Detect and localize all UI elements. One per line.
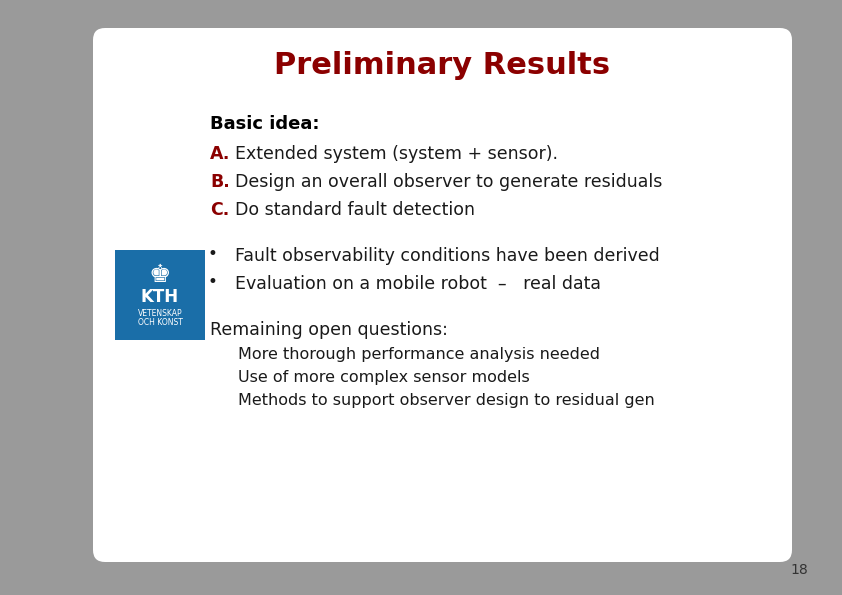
Text: Preliminary Results: Preliminary Results	[274, 51, 610, 80]
FancyBboxPatch shape	[93, 28, 792, 562]
Text: VETENSKAP: VETENSKAP	[138, 308, 183, 318]
Text: OCH KONST: OCH KONST	[137, 318, 183, 327]
Text: A.: A.	[210, 145, 231, 163]
Text: Remaining open questions:: Remaining open questions:	[210, 321, 448, 339]
Text: Extended system (system + sensor).: Extended system (system + sensor).	[235, 145, 558, 163]
Text: Do standard fault detection: Do standard fault detection	[235, 201, 475, 219]
Text: •: •	[208, 273, 218, 291]
Text: More thorough performance analysis needed: More thorough performance analysis neede…	[238, 347, 600, 362]
Text: 18: 18	[791, 563, 808, 577]
Text: KTH: KTH	[141, 288, 179, 306]
Text: •: •	[208, 245, 218, 263]
Text: B.: B.	[210, 173, 230, 191]
Text: Evaluation on a mobile robot  –   real data: Evaluation on a mobile robot – real data	[235, 275, 601, 293]
Text: ♚: ♚	[149, 263, 171, 287]
Text: Design an overall observer to generate residuals: Design an overall observer to generate r…	[235, 173, 663, 191]
Text: Basic idea:: Basic idea:	[210, 115, 319, 133]
Text: Fault observability conditions have been derived: Fault observability conditions have been…	[235, 247, 660, 265]
Text: C.: C.	[210, 201, 229, 219]
FancyBboxPatch shape	[115, 250, 205, 340]
Text: Methods to support observer design to residual gen: Methods to support observer design to re…	[238, 393, 655, 408]
Text: Use of more complex sensor models: Use of more complex sensor models	[238, 370, 530, 385]
